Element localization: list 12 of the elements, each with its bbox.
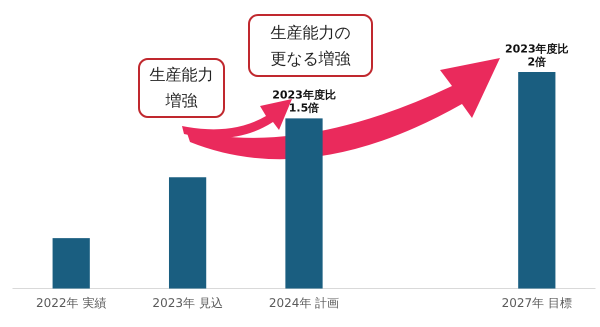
x-tick-label: 2027年 目標	[502, 296, 572, 310]
x-tick-label: 2024年 計画	[268, 296, 340, 310]
annotation: 2023年度比 1.5倍	[272, 88, 336, 115]
bar	[168, 177, 206, 289]
annotation: 生産能力増強	[148, 64, 214, 112]
annotation: 2023年度比 2倍	[504, 42, 569, 68]
bar	[52, 238, 90, 289]
x-tick-label: 2023年 見込	[152, 296, 223, 310]
bar	[518, 72, 556, 289]
text: 生産能力の更なる増強	[270, 22, 352, 70]
bar	[285, 118, 323, 289]
x-tick-label: 2022年 実績	[36, 296, 106, 310]
